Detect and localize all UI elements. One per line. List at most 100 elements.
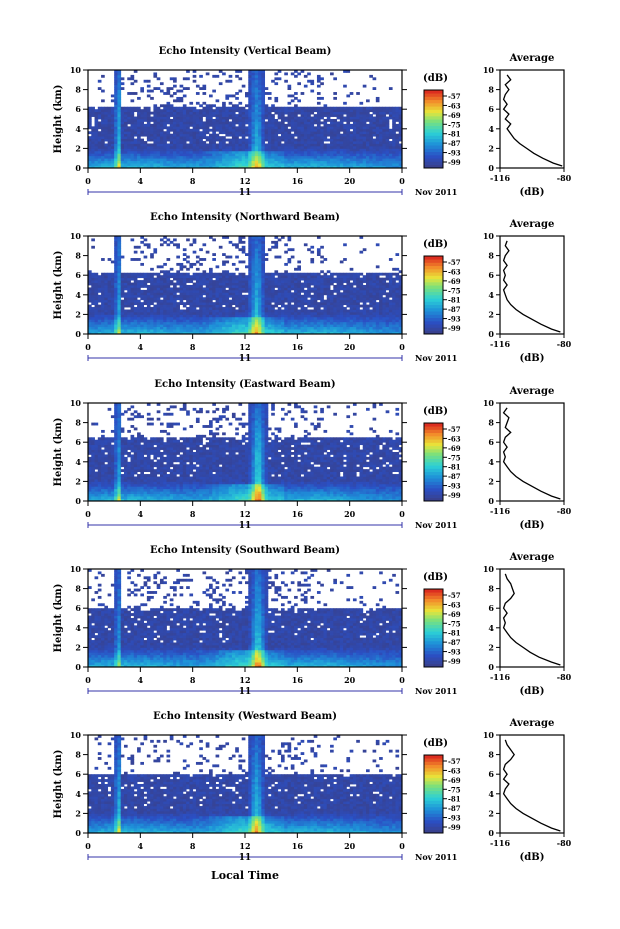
heatmap-cell bbox=[379, 126, 383, 130]
heatmap-cell bbox=[143, 79, 148, 83]
heatmap-cell bbox=[274, 128, 279, 132]
heatmap-cell bbox=[258, 101, 262, 105]
heatmap-cell bbox=[274, 121, 279, 125]
heatmap-cell bbox=[94, 131, 99, 135]
heatmap-cell bbox=[218, 287, 223, 291]
heatmap-cell bbox=[91, 307, 95, 310]
heatmap-cell bbox=[258, 116, 262, 120]
heatmap-cell bbox=[258, 155, 262, 159]
heatmap-cell bbox=[277, 329, 282, 332]
heatmap-cell bbox=[215, 282, 220, 286]
heatmap-cell bbox=[245, 128, 249, 132]
heatmap-cell bbox=[385, 148, 390, 152]
heatmap-cell bbox=[287, 238, 292, 242]
heatmap-cell bbox=[294, 106, 298, 110]
heatmap-cell bbox=[199, 314, 203, 318]
heatmap-cell bbox=[117, 150, 122, 154]
heatmap-cell bbox=[280, 114, 285, 117]
heatmap-cell bbox=[303, 84, 308, 88]
heatmap-cell bbox=[225, 123, 230, 127]
heatmap-cell bbox=[104, 121, 109, 125]
heatmap-cell bbox=[277, 116, 282, 120]
heatmap-cell bbox=[254, 329, 259, 332]
heatmap-cell bbox=[192, 289, 197, 293]
heatmap-cell bbox=[330, 294, 334, 298]
heatmap-cell bbox=[258, 96, 262, 100]
heatmap-cell bbox=[346, 316, 351, 320]
heatmap-cell bbox=[101, 307, 105, 310]
heatmap-cell bbox=[123, 123, 128, 127]
heatmap-cell bbox=[205, 123, 210, 127]
heatmap-cell bbox=[346, 160, 351, 164]
heatmap-cell bbox=[346, 297, 351, 301]
heatmap-cell bbox=[264, 309, 269, 313]
heatmap-cell bbox=[297, 282, 301, 286]
heatmap-cell bbox=[146, 121, 151, 125]
heatmap-cell bbox=[150, 314, 154, 318]
heatmap-cell bbox=[274, 319, 279, 323]
heatmap-cell bbox=[310, 331, 315, 335]
heatmap-cell bbox=[159, 133, 164, 137]
heatmap-cell bbox=[212, 302, 216, 305]
heatmap-cell bbox=[284, 262, 288, 266]
heatmap-cell bbox=[395, 141, 400, 144]
heatmap-cell bbox=[343, 150, 347, 154]
heatmap-cell bbox=[202, 92, 207, 95]
heatmap-cell bbox=[156, 87, 161, 90]
heatmap-cell bbox=[310, 309, 315, 313]
heatmap-cell bbox=[130, 77, 135, 81]
heatmap-cell bbox=[261, 111, 266, 115]
heatmap-cell bbox=[225, 299, 230, 303]
heatmap-cell bbox=[366, 155, 370, 159]
heatmap-cell bbox=[117, 106, 122, 110]
heatmap-cell bbox=[235, 280, 239, 283]
heatmap-cell bbox=[159, 116, 164, 120]
heatmap-cell bbox=[189, 155, 194, 159]
heatmap-cell bbox=[104, 287, 109, 291]
heatmap-cell bbox=[150, 96, 154, 100]
heatmap-cell bbox=[140, 324, 144, 328]
heatmap-cell bbox=[245, 148, 249, 152]
heatmap-cell bbox=[153, 128, 158, 132]
heatmap-cell bbox=[97, 160, 102, 164]
heatmap-cell bbox=[313, 155, 318, 159]
heatmap-cell bbox=[133, 299, 138, 303]
heatmap-cell bbox=[202, 163, 207, 166]
heatmap-cell bbox=[284, 131, 288, 135]
heatmap-cell bbox=[310, 277, 315, 281]
heatmap-cell bbox=[258, 255, 262, 259]
heatmap-cell bbox=[104, 136, 109, 139]
heatmap-cell bbox=[101, 324, 105, 328]
heatmap-cell bbox=[88, 280, 92, 283]
heatmap-cell bbox=[375, 133, 380, 137]
heatmap-cell bbox=[123, 275, 128, 279]
heatmap-cell bbox=[379, 111, 383, 115]
heatmap-cell bbox=[107, 121, 112, 125]
heatmap-cell bbox=[395, 138, 400, 142]
heatmap-cell bbox=[222, 331, 226, 335]
heatmap-cell bbox=[267, 272, 272, 276]
heatmap-cell bbox=[123, 282, 128, 286]
heatmap-cell bbox=[271, 141, 275, 144]
heatmap-cell bbox=[258, 128, 262, 132]
heatmap-cell bbox=[143, 321, 148, 325]
heatmap-cell bbox=[209, 111, 213, 115]
heatmap-cell bbox=[186, 87, 190, 90]
heatmap-cell bbox=[163, 280, 167, 283]
heatmap-cell bbox=[235, 277, 239, 281]
heatmap-cell bbox=[267, 150, 272, 154]
heatmap-cell bbox=[339, 319, 344, 323]
heatmap-cell bbox=[238, 302, 243, 305]
heatmap-cell bbox=[254, 133, 259, 137]
heatmap-cell bbox=[343, 145, 347, 149]
heatmap-cell bbox=[209, 236, 213, 239]
heatmap-cell bbox=[277, 275, 282, 279]
heatmap-cell bbox=[264, 292, 269, 296]
heatmap-cell bbox=[114, 258, 118, 261]
heatmap-cell bbox=[359, 277, 364, 281]
heatmap-cell bbox=[182, 316, 187, 320]
heatmap-cell bbox=[212, 331, 216, 335]
heatmap-cell bbox=[359, 128, 364, 132]
heatmap-cell bbox=[166, 270, 171, 274]
